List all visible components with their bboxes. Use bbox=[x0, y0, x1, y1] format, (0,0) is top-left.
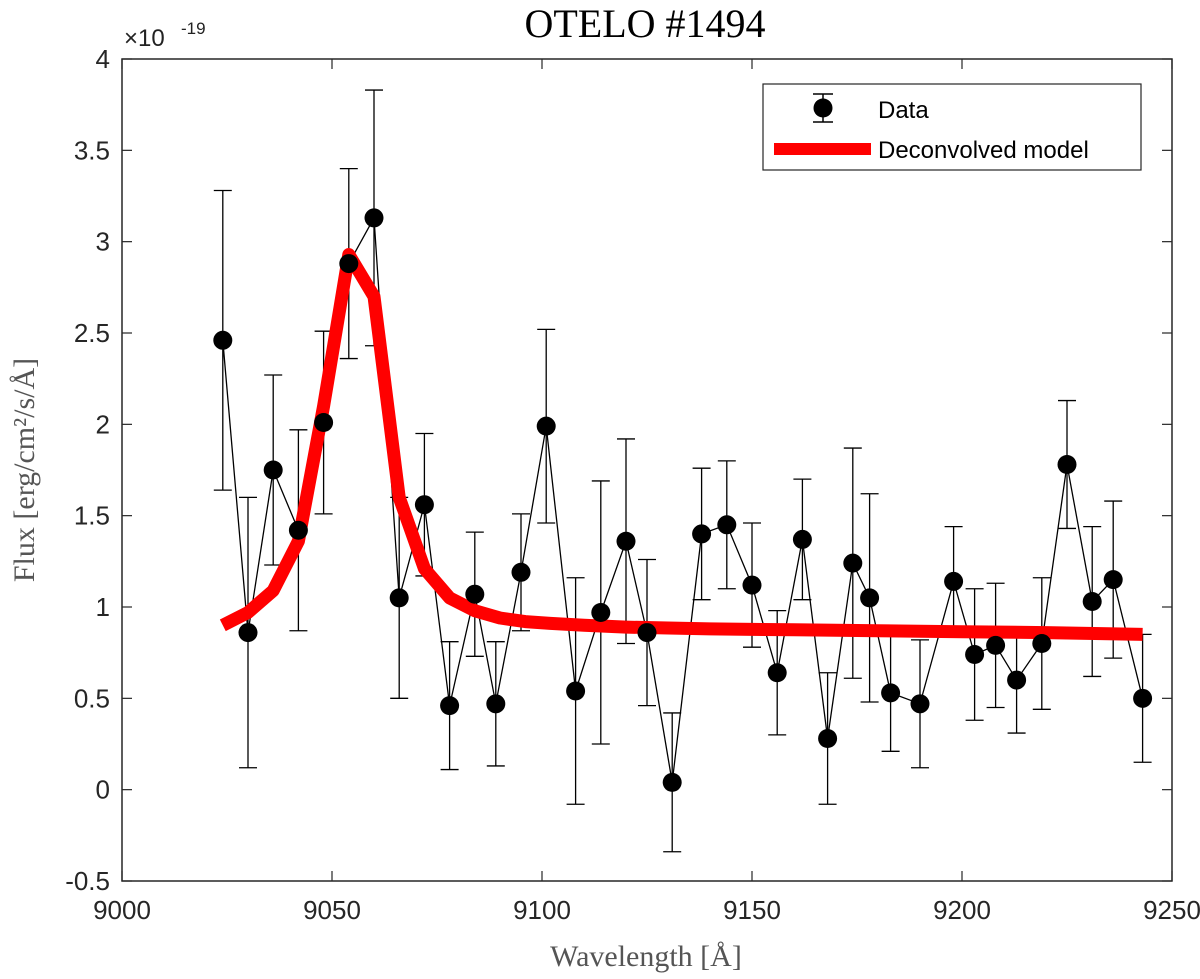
data-point bbox=[566, 681, 586, 701]
data-point bbox=[465, 584, 485, 604]
data-point bbox=[288, 520, 308, 540]
tick-labels: 9000 9050 9100 9150 9200 9250 -0.5 0 0.5 1 1.5 2 2.5… bbox=[65, 44, 1200, 925]
data-point bbox=[213, 330, 233, 350]
data-point bbox=[944, 571, 964, 591]
x-tick-label: 9150 bbox=[723, 895, 781, 925]
axes-box bbox=[121, 58, 1173, 882]
data-point bbox=[414, 495, 434, 515]
data-point bbox=[818, 729, 838, 749]
y-axis-label: Flux [erg/cm²/s/Å] bbox=[8, 358, 41, 582]
x-tick-label: 9000 bbox=[93, 895, 151, 925]
y-tick-label: 2.5 bbox=[74, 318, 110, 348]
data-point bbox=[616, 531, 636, 551]
data-point bbox=[339, 254, 359, 274]
data-point bbox=[1007, 670, 1027, 690]
y-exponent-base: ×10 bbox=[124, 25, 165, 52]
data-point bbox=[1032, 634, 1052, 654]
data-point bbox=[511, 562, 531, 582]
data-point bbox=[742, 575, 762, 595]
data-point bbox=[986, 635, 1006, 655]
y-tick-label: 3.5 bbox=[74, 135, 110, 165]
y-tick-label: 3 bbox=[96, 227, 110, 257]
data-point bbox=[536, 416, 556, 436]
data-point bbox=[591, 602, 611, 622]
y-exponent-power: -19 bbox=[181, 19, 206, 38]
x-tick-label: 9100 bbox=[513, 895, 571, 925]
x-tick-label: 9200 bbox=[933, 895, 991, 925]
model-line bbox=[219, 248, 1143, 641]
legend: Data Deconvolved model bbox=[762, 83, 1142, 171]
legend-data-symbol bbox=[813, 93, 833, 123]
data-point bbox=[767, 663, 787, 683]
data-point bbox=[314, 413, 334, 433]
data-point bbox=[860, 588, 880, 608]
data-point bbox=[486, 694, 506, 714]
legend-label-data: Data bbox=[878, 97, 929, 124]
x-axis-label: Wavelength [Å] bbox=[550, 940, 742, 973]
y-tick-label: 1.5 bbox=[74, 501, 110, 531]
y-tick-label: 0.5 bbox=[74, 683, 110, 713]
data-point bbox=[1133, 688, 1153, 708]
legend-label-model: Deconvolved model bbox=[878, 137, 1089, 164]
data-point bbox=[389, 588, 409, 608]
data-point bbox=[238, 623, 258, 643]
data-point bbox=[910, 694, 930, 714]
data-point bbox=[440, 696, 460, 716]
legend-box bbox=[762, 83, 1142, 171]
x-tick-label: 9050 bbox=[303, 895, 361, 925]
y-tick-label: 0 bbox=[96, 775, 110, 805]
data-point bbox=[1057, 455, 1077, 475]
data-point bbox=[1103, 570, 1123, 590]
data-series bbox=[213, 89, 1153, 853]
data-point bbox=[965, 644, 985, 664]
x-tick-label: 9250 bbox=[1143, 895, 1200, 925]
data-point bbox=[843, 553, 863, 573]
data-point bbox=[717, 515, 737, 535]
y-tick-label: 4 bbox=[96, 44, 110, 74]
y-tick-label: 1 bbox=[96, 592, 110, 622]
y-tick-label: 2 bbox=[96, 409, 110, 439]
y-tick-label: -0.5 bbox=[65, 866, 110, 896]
data-point bbox=[364, 208, 384, 228]
data-point bbox=[792, 529, 812, 549]
data-point bbox=[637, 623, 657, 643]
chart-title: OTELO #1494 bbox=[524, 1, 765, 46]
data-point bbox=[881, 683, 901, 703]
data-point bbox=[692, 524, 712, 544]
data-point bbox=[263, 460, 283, 480]
data-point bbox=[1082, 592, 1102, 612]
data-point bbox=[662, 772, 682, 792]
